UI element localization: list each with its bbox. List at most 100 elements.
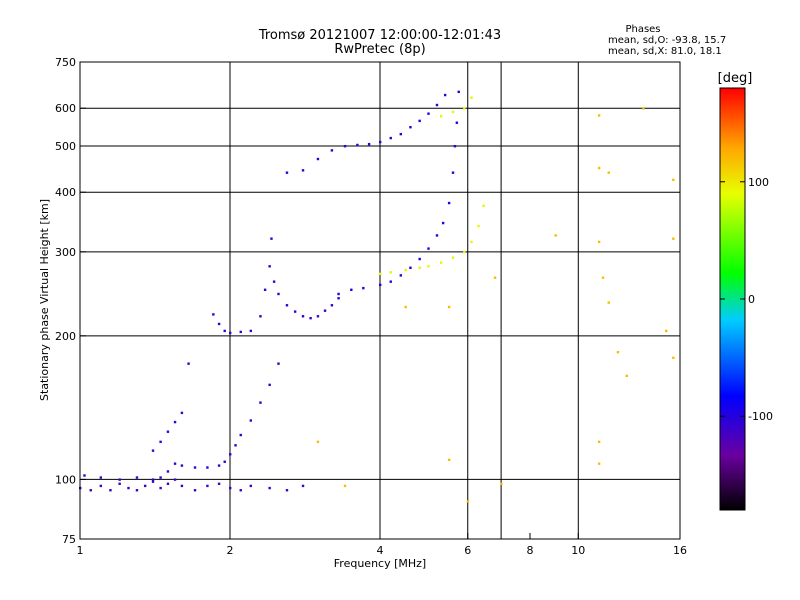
x-tick-label: 16 bbox=[673, 544, 687, 557]
data-point bbox=[159, 486, 162, 490]
data-point bbox=[109, 489, 112, 492]
data-point bbox=[500, 482, 503, 485]
colorbar-tick-label: -100 bbox=[748, 410, 773, 423]
data-point bbox=[597, 240, 601, 244]
data-point bbox=[249, 329, 253, 333]
data-point bbox=[379, 272, 382, 276]
data-point bbox=[223, 329, 226, 333]
data-point bbox=[399, 132, 403, 136]
y-tick-label: 500 bbox=[55, 140, 76, 153]
data-point bbox=[263, 288, 267, 291]
data-point bbox=[367, 142, 371, 146]
data-point bbox=[435, 103, 439, 107]
data-point bbox=[118, 478, 121, 481]
data-point bbox=[173, 462, 177, 465]
data-point bbox=[212, 313, 215, 316]
data-point bbox=[337, 292, 340, 296]
data-point bbox=[418, 257, 421, 261]
data-point bbox=[301, 315, 305, 318]
data-point bbox=[439, 261, 443, 264]
x-tick-label: 1 bbox=[77, 544, 84, 557]
data-point bbox=[173, 420, 177, 424]
data-point bbox=[399, 274, 403, 277]
data-point bbox=[597, 462, 601, 465]
data-point bbox=[343, 484, 347, 488]
data-point bbox=[249, 484, 253, 488]
data-point bbox=[457, 90, 460, 94]
data-point bbox=[293, 310, 297, 313]
data-point bbox=[180, 411, 184, 415]
data-point bbox=[309, 316, 312, 320]
data-point bbox=[193, 466, 197, 469]
data-point bbox=[447, 305, 451, 309]
data-point bbox=[404, 305, 407, 309]
data-point bbox=[597, 114, 601, 117]
data-point bbox=[268, 383, 271, 387]
data-point bbox=[151, 480, 155, 483]
y-tick-label: 750 bbox=[55, 56, 76, 69]
data-point bbox=[616, 350, 620, 354]
data-point bbox=[151, 449, 155, 452]
data-point bbox=[159, 476, 162, 479]
data-point bbox=[316, 157, 320, 161]
data-point bbox=[451, 110, 455, 114]
data-point bbox=[389, 271, 392, 274]
data-point bbox=[554, 234, 557, 237]
data-point bbox=[607, 301, 610, 304]
data-point bbox=[418, 119, 421, 123]
data-point bbox=[206, 484, 209, 488]
data-point bbox=[482, 204, 485, 207]
colorbar-tick-label: 0 bbox=[748, 293, 755, 306]
data-point bbox=[455, 121, 459, 124]
data-point bbox=[597, 166, 601, 170]
y-tick-label: 100 bbox=[55, 473, 76, 486]
data-point bbox=[285, 171, 289, 174]
data-point bbox=[316, 315, 320, 318]
data-point bbox=[229, 331, 232, 335]
data-point bbox=[337, 297, 340, 300]
data-point bbox=[642, 107, 645, 110]
data-point bbox=[234, 444, 237, 447]
data-point bbox=[466, 500, 470, 503]
data-point bbox=[159, 440, 162, 444]
x-tick-label: 6 bbox=[464, 544, 471, 557]
data-point bbox=[316, 440, 320, 444]
data-point bbox=[229, 453, 232, 456]
data-point bbox=[135, 489, 139, 492]
data-point bbox=[277, 292, 280, 296]
x-tick-label: 10 bbox=[571, 544, 585, 557]
data-point bbox=[330, 304, 334, 307]
data-point bbox=[166, 482, 170, 485]
y-tick-label: 400 bbox=[55, 186, 76, 199]
data-point bbox=[601, 276, 605, 279]
phases-o-line: mean, sd,O: -93.8, 15.7 bbox=[608, 35, 726, 46]
data-point bbox=[443, 93, 447, 97]
chart-subtitle: RwPretec (8p) bbox=[334, 42, 425, 57]
data-point bbox=[223, 460, 226, 463]
colorbar-ticks: 100 0 -100 bbox=[720, 176, 773, 423]
data-point bbox=[259, 315, 262, 318]
data-point bbox=[217, 322, 221, 326]
data-point bbox=[180, 484, 184, 488]
data-point bbox=[217, 482, 221, 485]
data-point bbox=[249, 419, 253, 422]
data-point bbox=[135, 476, 139, 479]
data-point bbox=[418, 266, 421, 269]
data-point bbox=[217, 464, 221, 467]
data-point bbox=[259, 401, 262, 404]
data-point bbox=[362, 286, 365, 290]
data-point bbox=[277, 362, 280, 365]
phases-header: Phases bbox=[625, 24, 660, 35]
data-point bbox=[118, 482, 121, 485]
data-point bbox=[350, 288, 353, 291]
x-axis-label: Frequency [MHz] bbox=[334, 557, 426, 570]
data-point bbox=[127, 486, 130, 490]
data-point bbox=[323, 309, 327, 312]
data-point bbox=[206, 466, 209, 469]
data-point bbox=[343, 144, 347, 148]
data-point bbox=[463, 250, 466, 254]
colorbar-tick-label: 100 bbox=[748, 176, 769, 189]
data-point bbox=[477, 224, 480, 228]
data-point bbox=[285, 489, 289, 492]
